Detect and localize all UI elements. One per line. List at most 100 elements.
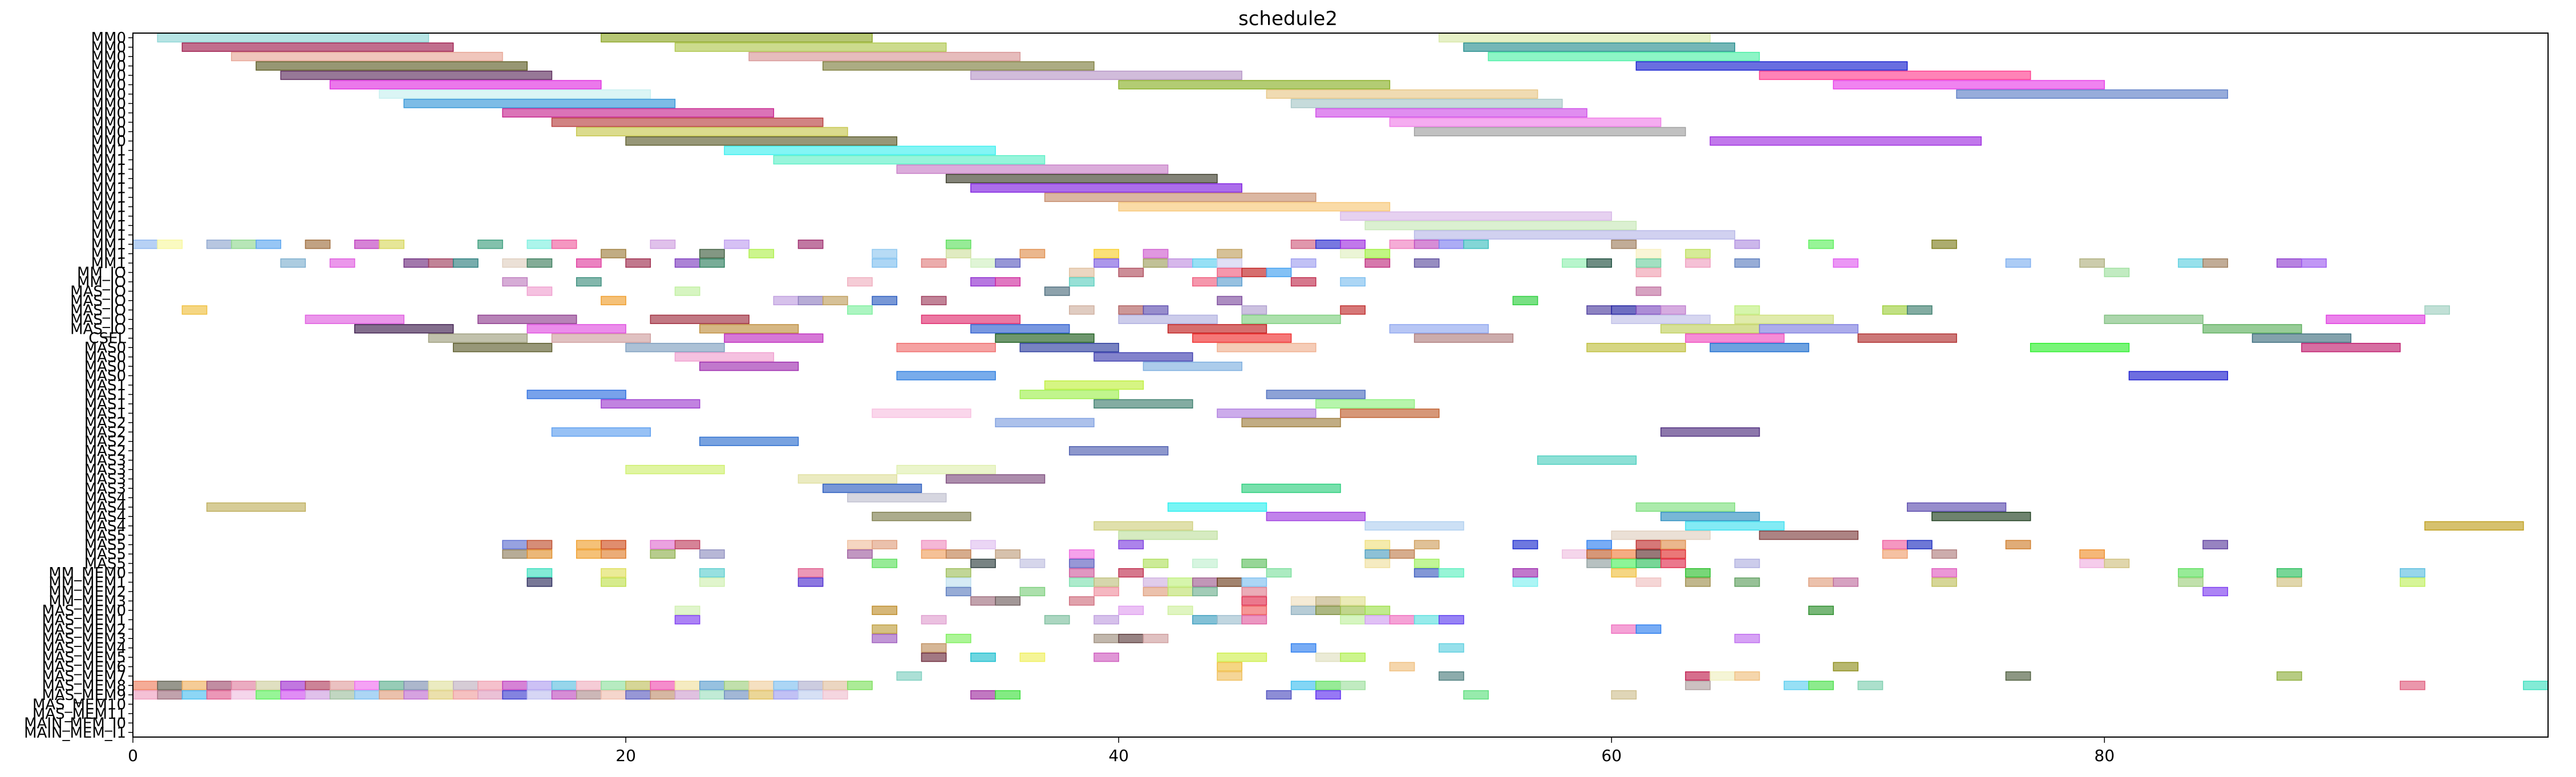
task-bar (872, 559, 898, 568)
task-bar (1093, 586, 1119, 597)
task-bar (551, 118, 824, 127)
task-bar (1364, 605, 1391, 616)
task-bar (1364, 549, 1391, 559)
task-bar (1315, 652, 1341, 662)
task-bar (477, 314, 577, 324)
y-tick-label: MAS_MEM9 (42, 687, 126, 704)
y-tick-label: MAS1 (84, 396, 126, 413)
task-bar (1266, 512, 1366, 521)
task-bar (1956, 89, 2229, 99)
task-bar (1069, 577, 1095, 587)
task-bar (132, 681, 158, 690)
task-bar (1413, 127, 1686, 136)
task-bar (379, 89, 651, 99)
task-bar (526, 577, 553, 587)
task-bar (280, 258, 306, 268)
y-tick-label: MAS2 (84, 424, 126, 441)
y-tick-label: MAS5 (84, 537, 126, 554)
task-bar (699, 324, 799, 334)
task-bar (329, 690, 355, 700)
task-bar (748, 681, 775, 690)
task-bar (872, 249, 898, 258)
task-bar (1241, 268, 1267, 277)
task-bar (1069, 305, 1095, 315)
task-bar (601, 540, 626, 549)
task-bar (1611, 690, 1637, 700)
task-bar (1290, 596, 1317, 606)
task-bar (576, 277, 602, 287)
task-bar (354, 240, 380, 249)
y-tick-label: MAS5 (84, 556, 126, 573)
x-tick-label: 60 (1601, 746, 1622, 765)
task-bar (699, 549, 725, 559)
task-bar (1290, 99, 1563, 108)
y-tick-label: MAS4 (84, 508, 126, 525)
task-bar (526, 324, 626, 334)
x-tick-label: 80 (2095, 746, 2115, 765)
y-tick-label: MM1 (91, 246, 126, 263)
task-bar (1734, 671, 1760, 681)
task-bar (379, 681, 404, 690)
task-bar (2104, 559, 2130, 568)
task-bar (674, 690, 700, 700)
plot-frame (132, 33, 2549, 738)
task-bar (526, 568, 553, 578)
task-bar (1044, 286, 1070, 296)
task-bar (1143, 305, 1169, 315)
task-bar (1413, 258, 1440, 268)
task-bar (2005, 671, 2031, 681)
task-bar (1635, 559, 1662, 568)
task-bar (1315, 690, 1341, 700)
task-bar (1069, 268, 1095, 277)
task-bar (872, 408, 971, 418)
task-bar (601, 296, 626, 306)
task-bar (2251, 333, 2352, 343)
task-bar (1364, 258, 1391, 268)
task-bar (995, 418, 1095, 427)
task-bar (1315, 681, 1341, 690)
y-tick-label: MM0 (91, 114, 126, 131)
task-bar (1044, 192, 1317, 203)
task-bar (625, 690, 651, 700)
task-bar (1413, 240, 1440, 249)
task-bar (1710, 136, 1982, 146)
task-bar (2301, 258, 2327, 268)
y-tick-label: MAS_MEM0 (42, 602, 126, 620)
task-bar (650, 540, 676, 549)
task-bar (1611, 314, 1711, 324)
task-bar (847, 681, 873, 690)
task-bar (1931, 512, 2031, 521)
y-tick-label: MM_MEM2 (48, 584, 126, 601)
y-tick-label: MM1 (91, 199, 126, 216)
y-tick-label: MM1 (91, 189, 126, 207)
task-bar (2128, 371, 2229, 381)
task-bar (2202, 258, 2229, 268)
task-bar (724, 333, 824, 343)
task-bar (1118, 568, 1144, 578)
y-tick-label: MAS1 (84, 405, 126, 422)
y-tick-label: MAS_MEM3 (42, 630, 126, 648)
task-bar (256, 681, 281, 690)
task-bar (1413, 568, 1440, 578)
y-tick-label: MAS_MEM2 (42, 621, 126, 638)
y-tick-label: MAS4 (84, 499, 126, 516)
task-bar (970, 690, 996, 700)
task-bar (1241, 586, 1267, 597)
task-bar (797, 681, 824, 690)
y-tick-label: MM0 (91, 133, 126, 150)
task-bar (551, 333, 651, 343)
y-tick-label: MM_IO (77, 274, 126, 291)
task-bar (1118, 314, 1218, 324)
task-bar (1192, 258, 1218, 268)
task-bar (1217, 249, 1242, 258)
task-bar (847, 549, 873, 559)
y-tick-label: MM0 (91, 67, 126, 84)
task-bar (1660, 324, 1760, 334)
task-bar (576, 549, 602, 559)
task-bar (847, 277, 873, 287)
task-bar (1315, 240, 1341, 249)
task-bar (1364, 521, 1464, 531)
task-bar (1192, 277, 1218, 287)
y-tick-label: MAS1 (84, 377, 126, 394)
task-bar (970, 324, 1070, 334)
